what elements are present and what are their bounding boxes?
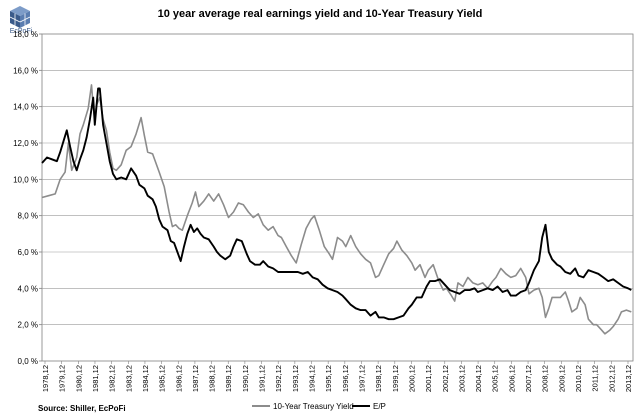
- x-tick-label: 2006,12: [507, 365, 516, 392]
- x-tick-label: 2009,12: [557, 365, 566, 392]
- y-tick-label: 8,0 %: [18, 212, 38, 221]
- x-tick-label: 2005,12: [491, 365, 500, 392]
- x-tick-label: 1999,12: [391, 365, 400, 392]
- series-layer: [41, 84, 632, 335]
- x-tick-label: 1998,12: [374, 365, 383, 392]
- x-axis: 1978,12 1979,12 1980,12 1981,12 1982,12 1983,…: [41, 361, 633, 392]
- legend-label: 10-Year Treasury Yield: [273, 402, 354, 411]
- x-tick-label: 1997,12: [357, 365, 366, 392]
- x-tick-label: 2010,12: [574, 365, 583, 392]
- x-tick-label: 2011,12: [591, 365, 600, 392]
- x-tick-label: 2002,12: [441, 365, 450, 392]
- x-tick-label: 1992,12: [274, 365, 283, 392]
- y-tick-label: 6,0 %: [18, 248, 38, 257]
- x-tick-label: 2013,12: [624, 365, 633, 392]
- y-tick-label: 16,0 %: [13, 66, 38, 75]
- x-tick-label: 1988,12: [208, 365, 217, 392]
- x-tick-label: 1983,12: [124, 365, 133, 392]
- logo-text: EcPoFi: [9, 28, 33, 35]
- x-tick-label: 1994,12: [308, 365, 317, 392]
- y-tick-label: 2,0 %: [18, 321, 38, 330]
- gridlines: [41, 33, 634, 362]
- x-tick-label: 1993,12: [291, 365, 300, 392]
- ecpofi-cube-logo-icon: [9, 6, 31, 28]
- x-tick-label: 2001,12: [424, 365, 433, 392]
- x-tick-label: 2004,12: [474, 365, 483, 392]
- x-tick-label: 1981,12: [91, 365, 100, 392]
- plot-border: [41, 33, 634, 362]
- y-tick-label: 10,0 %: [13, 175, 38, 184]
- x-tick-label: 1985,12: [158, 365, 167, 392]
- y-axis: 0,0 % 2,0 % 4,0 % 6,0 % 8,0 % 10,0 % 12,0 % 14,…: [13, 30, 42, 366]
- x-tick-label: 1984,12: [141, 365, 150, 392]
- x-tick-label: 1987,12: [191, 365, 200, 392]
- x-tick-label: 1990,12: [241, 365, 250, 392]
- x-tick-label: 1982,12: [108, 365, 117, 392]
- x-tick-label: 1978,12: [41, 365, 50, 392]
- x-tick-label: 1989,12: [224, 365, 233, 392]
- x-tick-label: 1986,12: [174, 365, 183, 392]
- ep-line: [41, 87, 632, 321]
- legend: 10-Year Treasury Yield E/P: [252, 402, 386, 411]
- x-tick-label: 2003,12: [457, 365, 466, 392]
- x-tick-label: 1979,12: [58, 365, 67, 392]
- x-tick-label: 1996,12: [341, 365, 350, 392]
- y-tick-label: 0,0 %: [18, 357, 38, 366]
- y-tick-label: 12,0 %: [13, 139, 38, 148]
- x-tick-label: 2008,12: [541, 365, 550, 392]
- x-tick-label: 1991,12: [258, 365, 267, 392]
- x-tick-label: 2012,12: [607, 365, 616, 392]
- source-note: Source: Shiller, EcPoFi: [38, 404, 126, 413]
- treasury-yield-line: [41, 84, 632, 335]
- x-tick-label: 2000,12: [407, 365, 416, 392]
- x-tick-label: 1995,12: [324, 365, 333, 392]
- y-tick-label: 4,0 %: [18, 284, 38, 293]
- x-tick-label: 2007,12: [524, 365, 533, 392]
- chart-title: 10 year average real earnings yield and …: [157, 8, 483, 20]
- y-tick-label: 14,0 %: [13, 103, 38, 112]
- x-tick-label: 1980,12: [74, 365, 83, 392]
- legend-label: E/P: [373, 402, 386, 411]
